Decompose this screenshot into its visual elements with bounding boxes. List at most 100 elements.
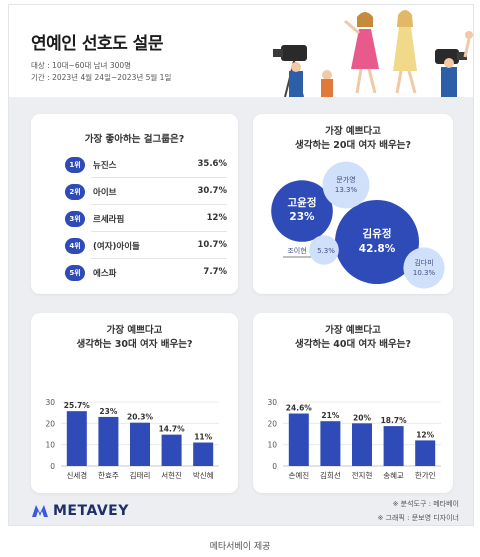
- x-tick-label: 한가인: [415, 470, 436, 480]
- bubble: [403, 247, 445, 289]
- actress30-title-line1: 가장 예쁘다고: [106, 325, 163, 336]
- actress20-title-line2: 생각하는 20대 여자 배우는?: [294, 140, 412, 151]
- rank-value: 35.6%: [197, 159, 228, 169]
- bar: [352, 423, 372, 466]
- y-tick-label: 20: [45, 419, 55, 428]
- bar-value-label: 24.6%: [286, 404, 313, 413]
- bubble: [309, 235, 339, 265]
- credit-tool: ※ 분석도구 : 메타베이: [392, 500, 459, 508]
- actress40-title-line2: 생각하는 40대 여자 배우는?: [294, 339, 412, 350]
- girlgroup-title: 가장 좋아하는 걸그룹은?: [84, 134, 185, 145]
- bar: [288, 413, 309, 466]
- actress40-title-line1: 가장 예쁘다고: [325, 325, 381, 336]
- rank-badge: 3위: [65, 211, 85, 227]
- rank-name: (여자)아이들: [93, 242, 140, 252]
- rank-row: 3위 르세라핌 12%: [65, 211, 227, 232]
- metavey-logo-text: METAVEY: [53, 503, 129, 519]
- rank-name: 르세라핌: [93, 215, 125, 225]
- rank-value: 30.7%: [197, 186, 228, 196]
- bar: [130, 422, 150, 466]
- bubble-name: 조이현: [287, 246, 306, 255]
- image-caption: 메타서베이 제공: [209, 542, 271, 552]
- x-tick-label: 김희선: [320, 470, 341, 480]
- survey-target: 대상 : 10대~60대 남녀 300명: [31, 61, 132, 70]
- y-tick-label: 0: [272, 462, 277, 471]
- bar: [161, 434, 182, 466]
- rank-divider: [91, 231, 227, 232]
- rank-value: 10.7%: [197, 240, 228, 250]
- rank-divider: [91, 177, 227, 178]
- bubble-name: 고윤정: [288, 196, 317, 209]
- bar-value-label: 21%: [321, 411, 339, 420]
- bar: [383, 426, 404, 466]
- actress30-title-line2: 생각하는 30대 여자 배우는?: [76, 339, 193, 350]
- bubble-value: 5.3%: [317, 247, 335, 255]
- survey-period: 기간 : 2023년 4월 24일~2023년 5월 1일: [31, 73, 172, 82]
- actress20-card: 가장 예쁘다고 생각하는 20대 여자 배우는? 김유정 42.8% 고윤정 23% 문…: [253, 114, 453, 294]
- bubble: [271, 180, 333, 242]
- bubble-value: 10.3%: [413, 269, 436, 277]
- infographic: 연예인 선호도 설문 대상 : 10대~60대 남녀 300명 기간 : 202…: [8, 4, 474, 526]
- bubble: [335, 200, 419, 284]
- actress20-title-line1: 가장 예쁘다고: [325, 126, 381, 137]
- bar-chart-30s: 30 20 10 0 25.7% 신세경 23% 한효주 20.3% 김태리 14.7% 서현진 11%…: [45, 398, 219, 480]
- credit-graphic: ※ 그래픽 : 문보영 디자이너: [377, 514, 459, 522]
- rank-badge: 2위: [65, 184, 85, 200]
- y-tick-label: 30: [45, 398, 55, 407]
- rank-row: 1위 뉴진스 35.6%: [65, 157, 228, 178]
- rank-name: 아이브: [93, 188, 117, 198]
- y-tick-label: 10: [267, 441, 277, 450]
- bar: [415, 440, 436, 466]
- x-tick-label: 김태리: [130, 470, 151, 480]
- x-tick-label: 전지현: [352, 470, 373, 480]
- bubble-name: 김다미: [414, 258, 433, 267]
- bar-chart-40s: 30 20 10 0 24.6% 손예진 21% 김희선 20% 전지현 18.7% 송혜교 12% 한가…: [267, 398, 441, 480]
- y-tick-label: 0: [50, 462, 55, 471]
- y-tick-label: 30: [267, 398, 277, 407]
- bar: [320, 421, 341, 466]
- bar-value-label: 25.7%: [64, 401, 91, 410]
- page-title: 연예인 선호도 설문: [31, 34, 163, 54]
- bubble-value: 13.3%: [335, 186, 358, 194]
- rank-row: 2위 아이브 30.7%: [65, 184, 228, 205]
- x-tick-label: 손예진: [288, 470, 309, 480]
- bar-value-label: 12%: [416, 430, 434, 439]
- bar: [193, 442, 214, 466]
- rank-value: 12%: [206, 213, 227, 223]
- actress30-card: 가장 예쁘다고 생각하는 30대 여자 배우는? 30 20 10 0 25.7% 신세경…: [31, 313, 238, 493]
- header: 연예인 선호도 설문 대상 : 10대~60대 남녀 300명 기간 : 202…: [9, 5, 473, 97]
- bar-value-label: 23%: [99, 407, 117, 416]
- bubble-name: 문가영: [336, 175, 355, 184]
- bar: [98, 416, 119, 466]
- x-tick-label: 서현진: [161, 470, 182, 480]
- bubble-value: 42.8%: [359, 243, 396, 255]
- rank-divider: [91, 258, 227, 259]
- rank-badge: 4위: [65, 238, 85, 254]
- rank-row: 4위 (여자)아이들 10.7%: [65, 238, 228, 259]
- x-tick-label: 신세경: [66, 470, 87, 480]
- rank-divider: [91, 204, 227, 205]
- rank-name: 뉴진스: [93, 161, 117, 171]
- bar: [66, 411, 87, 466]
- bar-value-label: 11%: [194, 433, 212, 442]
- x-tick-label: 송혜교: [383, 471, 404, 480]
- bar-value-label: 18.7%: [381, 416, 408, 425]
- girlgroup-card: 가장 좋아하는 걸그룹은? 1위 뉴진스 35.6% 2위 아이브 30.7% 3위 르세라핌…: [31, 114, 238, 294]
- rank-badge: 1위: [65, 157, 85, 173]
- header-illustration: [273, 10, 473, 97]
- bubble-name: 김유정: [363, 227, 392, 240]
- bubble-chart: 김유정 42.8% 고윤정 23% 문가영 13.3% 김다미 10.3% 조이현 5.3%: [271, 161, 445, 289]
- rank-value: 7.7%: [203, 267, 227, 277]
- bar-value-label: 20.3%: [127, 413, 154, 422]
- x-tick-label: 한효주: [98, 471, 119, 480]
- rank-badge: 5위: [65, 265, 85, 281]
- bubble-value: 23%: [289, 211, 315, 223]
- bubble: [322, 161, 370, 209]
- bar-value-label: 14.7%: [159, 425, 186, 434]
- x-tick-label: 박신혜: [193, 470, 214, 480]
- y-tick-label: 10: [45, 441, 55, 450]
- actress40-card: 가장 예쁘다고 생각하는 40대 여자 배우는? 30 20 10 0 24.6% 손예진…: [253, 313, 453, 493]
- bar-value-label: 20%: [353, 413, 371, 422]
- rank-row: 5위 에스파 7.7%: [65, 265, 227, 281]
- rank-name: 에스파: [93, 269, 117, 279]
